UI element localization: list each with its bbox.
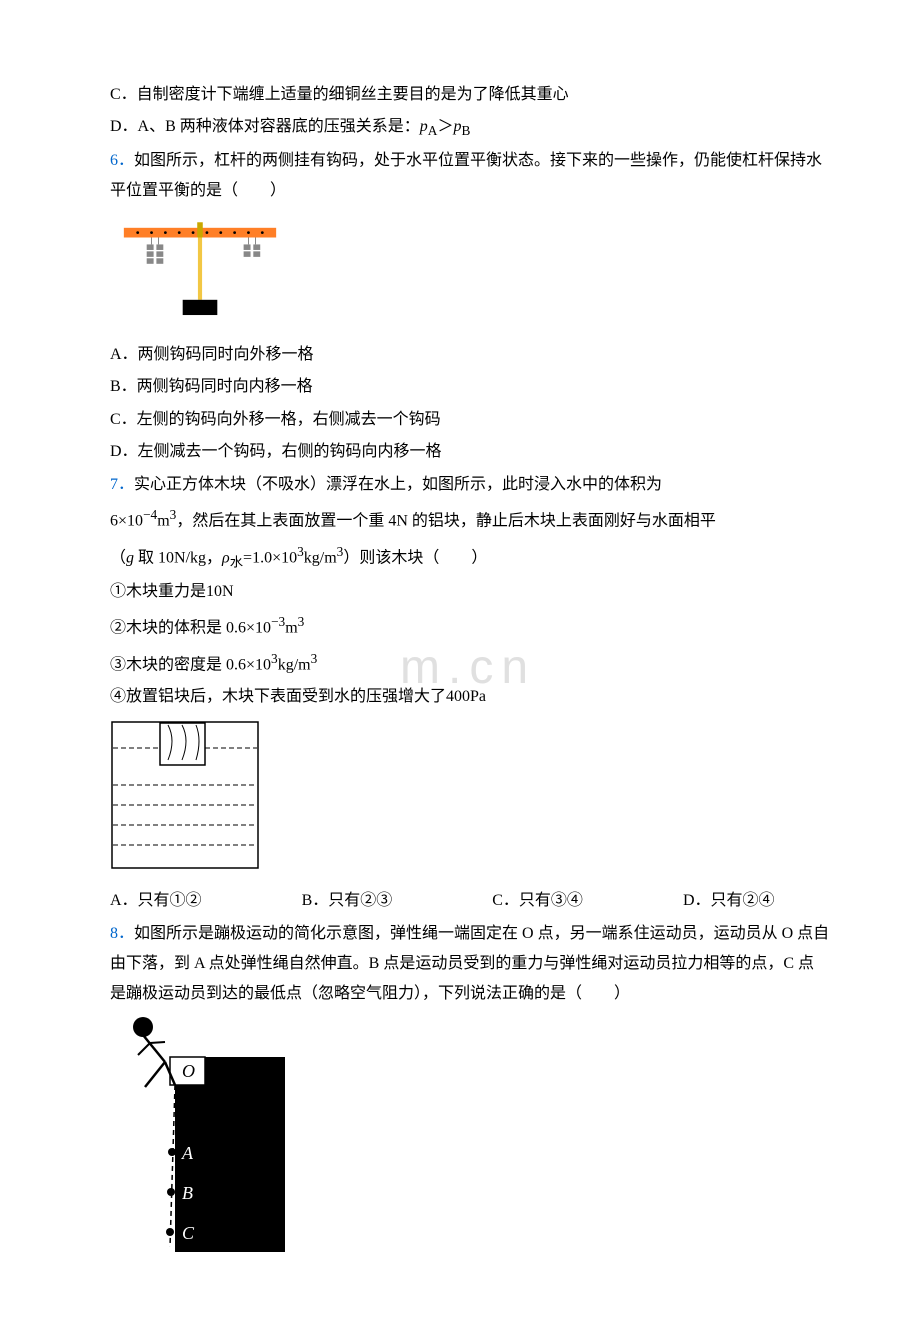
q7-opt-a: A．只有①② [110, 886, 202, 916]
fulcrum-base [183, 299, 218, 314]
q6-num: 6． [110, 152, 134, 169]
q6-opt-a: A．两侧钩码同时向外移一格 [110, 340, 830, 370]
label-o: O [182, 1061, 195, 1081]
person-body [143, 1035, 165, 1062]
block-water-diagram [110, 720, 260, 870]
q7-opt-b: B．只有②③ [302, 886, 393, 916]
q7-stem-l3: （g 取 10N/kg，ρ水=1.0×103kg/m3）则该木块（ ） [110, 539, 830, 575]
q7-item4: ④放置铝块后，木块下表面受到水的压强增大了400Pa [110, 682, 830, 712]
fulcrum-top [197, 222, 203, 237]
q8-num: 8． [110, 925, 134, 942]
q7-item3: ③木块的密度是 0.6×103kg/m3 [110, 646, 830, 681]
person-head [133, 1017, 153, 1037]
bungee-diagram: O A B C [110, 1017, 285, 1252]
q5-opt-d: D．A、B 两种液体对容器底的压强关系是：pA＞pB [110, 112, 830, 144]
q8-stem: 8．如图所示是蹦极运动的简化示意图，弹性绳一端固定在 O 点，另一端系住运动员，… [110, 919, 830, 1010]
q7-opt-d: D．只有②④ [683, 886, 775, 916]
q7-stem-l2: 6×10−4m3，然后在其上表面放置一个重 4N 的铝块，静止后木块上表面刚好与… [110, 502, 830, 537]
label-c: C [182, 1223, 195, 1243]
q7-opt-c: C．只有③④ [492, 886, 583, 916]
q6-opt-d: D．左侧减去一个钩码，右侧的钩码向内移一格 [110, 437, 830, 467]
q7-item1: ①木块重力是10N [110, 577, 830, 607]
q5-opt-c: C．自制密度计下端缠上适量的细铜丝主要目的是为了降低其重心 [110, 80, 830, 110]
lever-diagram [110, 214, 290, 324]
q6-opt-c: C．左侧的钩码向外移一格，右侧减去一个钩码 [110, 405, 830, 435]
q7-item2: ②木块的体积是 0.6×10−3m3 [110, 609, 830, 644]
label-a: A [181, 1143, 194, 1163]
fulcrum-stem [198, 237, 202, 299]
q7-options: A．只有①② B．只有②③ C．只有③④ D．只有②④ [110, 886, 830, 916]
q6-stem: 6．如图所示，杠杆的两侧挂有钩码，处于水平位置平衡状态。接下来的一些操作，仍能使… [110, 146, 830, 207]
q6-opt-b: B．两侧钩码同时向内移一格 [110, 372, 830, 402]
q7-stem-l1: 7．实心正方体木块（不吸水）漂浮在水上，如图所示，此时浸入水中的体积为 [110, 470, 830, 500]
q7-num: 7． [110, 476, 134, 493]
rope-line [170, 1085, 175, 1247]
label-b: B [182, 1183, 193, 1203]
container [112, 722, 258, 868]
